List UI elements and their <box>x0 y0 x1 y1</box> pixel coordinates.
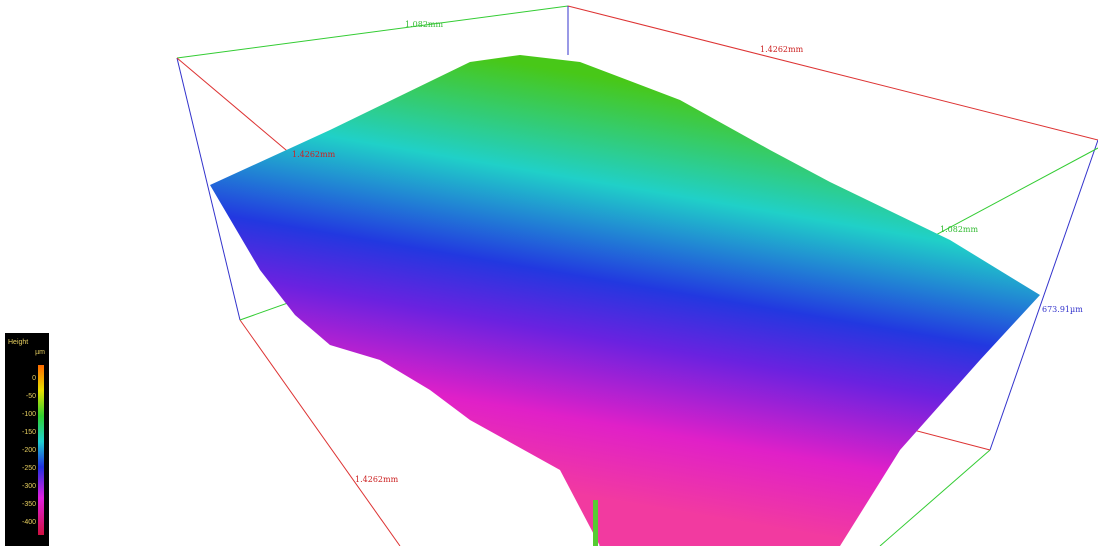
height-surface <box>210 55 1040 546</box>
colorbar-scale <box>38 365 44 535</box>
colorbar-tick-label: -350 <box>22 501 36 508</box>
colorbar-tick-label: -50 <box>26 393 36 400</box>
dimension-label: 673.91µm <box>1042 305 1083 314</box>
colorbar: Height µm 0 -50 -100 -150 -200 -250 -300 -350 -4… <box>5 333 49 546</box>
colorbar-tick-label: -200 <box>22 447 36 454</box>
dimension-label: 1.4262mm <box>292 150 336 159</box>
colorbar-tick-label: -300 <box>22 483 36 490</box>
dimension-label: 1.4262mm <box>355 475 399 484</box>
colorbar-tick-label: -400 <box>22 519 36 526</box>
dimension-labels: 1.082mm 1.4262mm 1.4262mm 1.082mm 673.91… <box>292 20 1083 484</box>
artifact <box>593 500 598 546</box>
colorbar-unit: µm <box>35 349 45 356</box>
colorbar-tick-label: -150 <box>22 429 36 436</box>
dimension-label: 1.082mm <box>940 225 978 234</box>
colorbar-tick-label: 0 <box>32 375 36 382</box>
colorbar-title: Height <box>8 339 28 346</box>
dimension-label: 1.082mm <box>405 20 443 29</box>
colorbar-tick-label: -100 <box>22 411 36 418</box>
colorbar-tick-label: -250 <box>22 465 36 472</box>
dimension-label: 1.4262mm <box>760 45 804 54</box>
